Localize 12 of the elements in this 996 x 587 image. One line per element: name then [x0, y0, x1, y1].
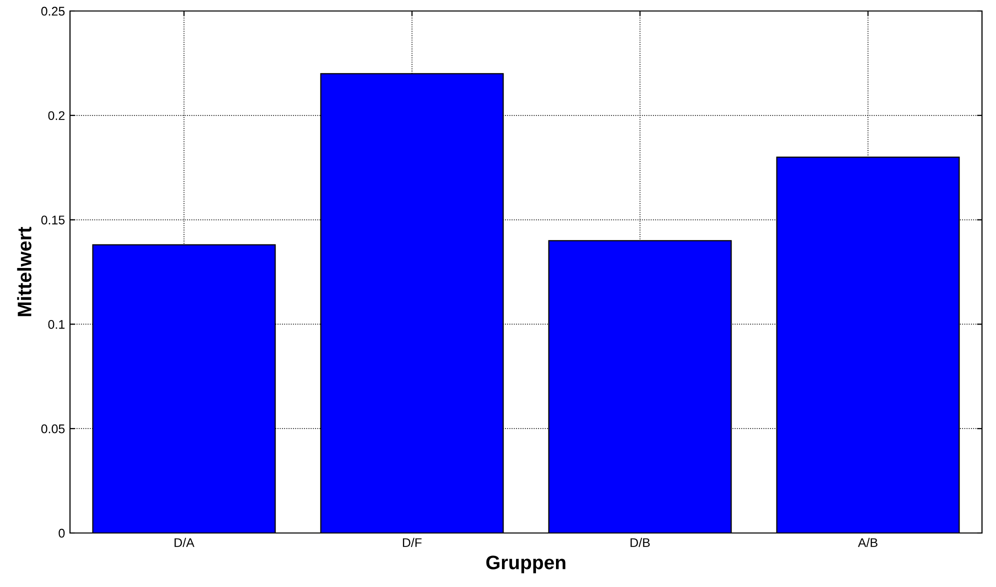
y-tick-label: 0.1 [48, 320, 65, 329]
x-tick-label: D/F [402, 538, 422, 548]
x-axis-title: Gruppen [486, 556, 566, 574]
y-tick-label: 0 [58, 528, 65, 538]
x-tick-label: D/B [630, 538, 650, 548]
y-axis-title: Mittelwert [17, 226, 32, 316]
y-tick-label: 0.25 [41, 6, 65, 16]
y-tick-label: 0.2 [48, 111, 65, 120]
x-tick-label: A/B [858, 538, 878, 548]
y-tick-label: 0.15 [41, 216, 65, 224]
x-tick-label: D/A [174, 538, 194, 548]
y-tick-label: 0.05 [41, 424, 65, 434]
